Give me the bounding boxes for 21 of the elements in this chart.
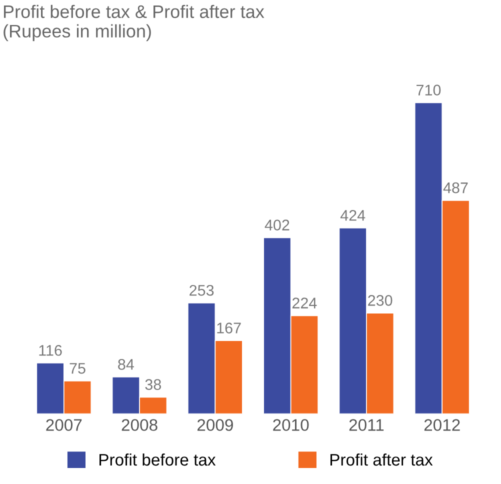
legend-label: Profit after tax	[330, 453, 433, 466]
data-label: 402	[264, 220, 290, 230]
data-label: 167	[217, 322, 241, 334]
data-label: 710	[416, 84, 441, 96]
legend-label: Profit before tax	[100, 453, 216, 466]
data-label: 230	[368, 295, 392, 306]
data-label: 84	[118, 359, 134, 370]
data-label: 487	[443, 182, 468, 194]
x-tick-label: 2007	[46, 419, 82, 431]
data-label: 75	[70, 363, 86, 374]
x-tick-label: 2008	[122, 419, 158, 431]
data-label: 424	[340, 210, 366, 221]
data-label: 224	[292, 298, 317, 308]
data-label: 116	[39, 344, 62, 356]
x-tick-label: 2009	[197, 419, 233, 431]
data-label: 38	[145, 379, 161, 390]
x-tick-label: 2011	[349, 419, 384, 431]
x-tick-label: 2012	[424, 419, 460, 431]
x-tick-label: 2010	[273, 419, 309, 431]
chart-title: Profit before tax & Profit after tax (Rupees in million)	[4, 4, 264, 42]
data-label: 253	[190, 284, 214, 296]
